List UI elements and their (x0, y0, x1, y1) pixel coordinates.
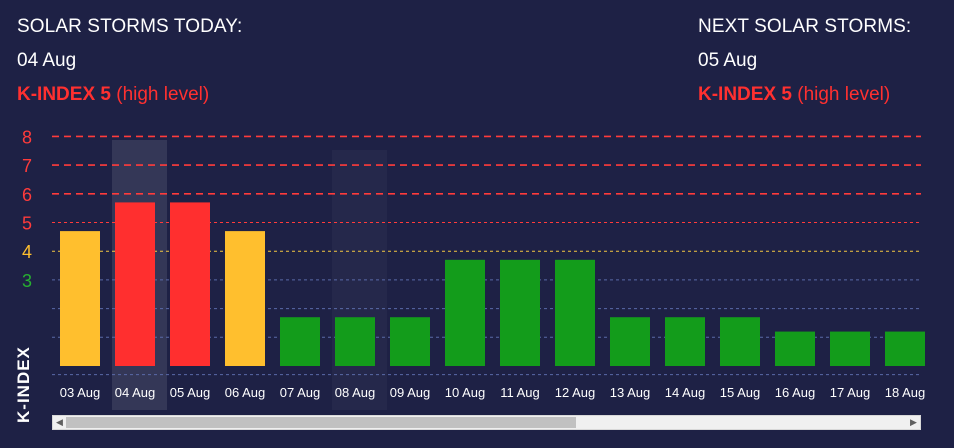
x-tick-label: 08 Aug (335, 385, 376, 400)
bar (720, 317, 760, 366)
x-tick-label: 18 Aug (885, 385, 926, 400)
next-info: NEXT SOLAR STORMS: 05 Aug K-INDEX 5 (hig… (698, 16, 911, 118)
bar (335, 317, 375, 366)
bar-layer (60, 202, 925, 366)
next-level: K-INDEX 5 (high level) (698, 84, 911, 118)
x-tick-layer: 03 Aug 04 Aug 05 Aug 06 Aug 07 Aug 08 Aug 09 A… (60, 385, 926, 400)
chart-scrollbar[interactable]: ◀ ▶ (52, 415, 921, 430)
bar (115, 202, 155, 366)
x-tick-label: 13 Aug (610, 385, 651, 400)
x-tick-label: 09 Aug (390, 385, 431, 400)
x-tick-label: 04 Aug (115, 385, 156, 400)
bar (170, 202, 210, 366)
x-tick-label: 14 Aug (665, 385, 706, 400)
y-tick-label: 8 (22, 130, 32, 147)
bar (500, 259, 540, 366)
today-info: SOLAR STORMS TODAY: 04 Aug K-INDEX 5 (hi… (17, 16, 242, 118)
today-level: K-INDEX 5 (high level) (17, 84, 242, 118)
x-tick-label: 06 Aug (225, 385, 266, 400)
next-date: 05 Aug (698, 50, 758, 71)
bar (830, 331, 870, 366)
y-axis-title: K-INDEX (14, 346, 33, 424)
x-tick-label: 15 Aug (720, 385, 761, 400)
bar (225, 231, 265, 366)
x-tick-label: 17 Aug (830, 385, 871, 400)
bar (665, 317, 705, 366)
today-level-text: (high level) (116, 84, 210, 105)
y-tick-label: 6 (22, 185, 32, 205)
x-tick-label: 12 Aug (555, 385, 596, 400)
bar (610, 317, 650, 366)
x-tick-label: 11 Aug (500, 385, 540, 400)
y-tick-label: 3 (22, 271, 32, 291)
next-kindex: K-INDEX 5 (698, 84, 792, 105)
y-tick-label: 4 (22, 242, 32, 262)
x-tick-label: 03 Aug (60, 385, 101, 400)
scroll-right-icon[interactable]: ▶ (910, 417, 917, 427)
bar (775, 331, 815, 366)
scrollbar-thumb[interactable] (66, 417, 576, 428)
bar (555, 259, 595, 366)
y-tick-layer: 3456789 (22, 130, 32, 291)
y-tick-label: 7 (22, 156, 32, 176)
x-tick-label: 05 Aug (170, 385, 211, 400)
bar (445, 259, 485, 366)
x-tick-label: 07 Aug (280, 385, 321, 400)
today-title: SOLAR STORMS TODAY: (17, 16, 243, 37)
bar (60, 231, 100, 366)
next-title: NEXT SOLAR STORMS: (698, 16, 912, 37)
scroll-left-icon[interactable]: ◀ (56, 417, 63, 427)
bar (885, 331, 925, 366)
x-tick-label: 10 Aug (445, 385, 486, 400)
today-kindex: K-INDEX 5 (17, 84, 111, 105)
bar (280, 317, 320, 366)
next-level-text: (high level) (797, 84, 891, 105)
bar (390, 317, 430, 366)
x-tick-label: 16 Aug (775, 385, 816, 400)
y-tick-label: 5 (22, 214, 32, 234)
today-date: 04 Aug (17, 50, 77, 71)
